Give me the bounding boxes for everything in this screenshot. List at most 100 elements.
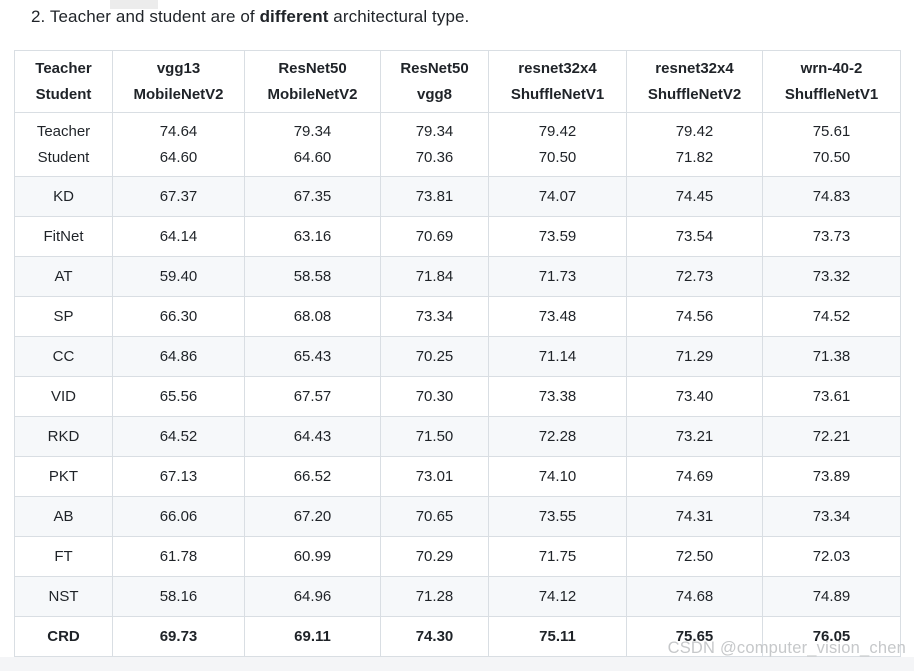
method-cell: KD (14, 176, 113, 217)
header-student-model: MobileNetV2 (133, 85, 224, 103)
value-cell: 63.16 (244, 216, 381, 257)
header-cell-teacher-student: Teacher Student (14, 50, 113, 113)
page-title: 2. Teacher and student are of different … (31, 7, 469, 27)
value-cell: 65.56 (112, 376, 245, 417)
value-cell: 73.34 (762, 496, 901, 537)
value-cell: 67.37 (112, 176, 245, 217)
value-cell: 73.32 (762, 256, 901, 297)
page-edge-artifact (110, 0, 158, 9)
value-cell: 73.38 (488, 376, 627, 417)
header-student-model: MobileNetV2 (267, 85, 358, 103)
page-bottom-band (0, 657, 914, 671)
value-cell: 74.52 (762, 296, 901, 337)
value-cell: 73.55 (488, 496, 627, 537)
value-cell: 66.52 (244, 456, 381, 497)
value-cell: 74.45 (626, 176, 763, 217)
value-cell: 67.13 (112, 456, 245, 497)
value-cell: 74.07 (488, 176, 627, 217)
value-cell: 60.99 (244, 536, 381, 577)
student-accuracy: 70.36 (415, 148, 454, 166)
value-cell: 70.65 (380, 496, 489, 537)
value-cell: 74.56 (626, 296, 763, 337)
header-cell-pair-1: vgg13 MobileNetV2 (112, 50, 245, 113)
method-row-ab: AB 66.06 67.20 70.65 73.55 74.31 73.34 (14, 496, 901, 537)
value-cell: 71.14 (488, 336, 627, 377)
value-cell: 74.89 (762, 576, 901, 617)
value-cell: 73.61 (762, 376, 901, 417)
method-cell: PKT (14, 456, 113, 497)
method-cell: NST (14, 576, 113, 617)
value-cell: 70.30 (380, 376, 489, 417)
value-cell: 72.73 (626, 256, 763, 297)
method-cell: RKD (14, 416, 113, 457)
value-cell: 70.25 (380, 336, 489, 377)
method-row-vid: VID 65.56 67.57 70.30 73.38 73.40 73.61 (14, 376, 901, 417)
student-accuracy: 70.50 (812, 148, 851, 166)
method-cell: FT (14, 536, 113, 577)
value-cell: 73.21 (626, 416, 763, 457)
method-cell: AT (14, 256, 113, 297)
value-cell: 64.43 (244, 416, 381, 457)
value-cell: 71.29 (626, 336, 763, 377)
header-student-model: ShuffleNetV1 (784, 85, 879, 103)
value-cell: 73.81 (380, 176, 489, 217)
value-cell: 61.78 (112, 536, 245, 577)
header-teacher-model: ResNet50 (278, 59, 347, 77)
value-cell: 64.96 (244, 576, 381, 617)
method-row-rkd: RKD 64.52 64.43 71.50 72.28 73.21 72.21 (14, 416, 901, 457)
method-row-cc: CC 64.86 65.43 70.25 71.14 71.29 71.38 (14, 336, 901, 377)
baseline-label-teacher: Teacher (36, 122, 91, 140)
baseline-values-cell: 79.42 71.82 (626, 112, 763, 177)
method-row-crd: CRD 69.73 69.11 74.30 75.11 75.65 76.05 (14, 616, 901, 657)
method-row-nst: NST 58.16 64.96 71.28 74.12 74.68 74.89 (14, 576, 901, 617)
baseline-label-cell: Teacher Student (14, 112, 113, 177)
value-cell: 71.73 (488, 256, 627, 297)
value-cell: 75.65 (626, 616, 763, 657)
header-cell-pair-2: ResNet50 MobileNetV2 (244, 50, 381, 113)
header-student-model: vgg8 (416, 85, 452, 103)
value-cell: 76.05 (762, 616, 901, 657)
results-table: Teacher Student vgg13 MobileNetV2 ResNet… (14, 50, 901, 657)
student-accuracy: 64.60 (293, 148, 332, 166)
baseline-values-cell: 75.61 70.50 (762, 112, 901, 177)
header-student-model: ShuffleNetV1 (510, 85, 605, 103)
header-teacher-model: wrn-40-2 (800, 59, 863, 77)
baseline-values-cell: 79.42 70.50 (488, 112, 627, 177)
method-cell: CRD (14, 616, 113, 657)
header-line2: Student (35, 85, 92, 103)
teacher-accuracy: 79.42 (675, 122, 714, 140)
header-cell-pair-5: resnet32x4 ShuffleNetV2 (626, 50, 763, 113)
value-cell: 64.52 (112, 416, 245, 457)
title-text-suffix: architectural type. (328, 7, 470, 26)
header-line1: Teacher (35, 59, 92, 77)
value-cell: 64.14 (112, 216, 245, 257)
baseline-values-cell: 74.64 64.60 (112, 112, 245, 177)
method-cell: CC (14, 336, 113, 377)
method-cell: VID (14, 376, 113, 417)
value-cell: 73.48 (488, 296, 627, 337)
header-teacher-model: resnet32x4 (655, 59, 734, 77)
baseline-row: Teacher Student 74.64 64.60 79.34 64.60 … (14, 112, 901, 177)
header-cell-pair-3: ResNet50 vgg8 (380, 50, 489, 113)
value-cell: 70.69 (380, 216, 489, 257)
value-cell: 73.59 (488, 216, 627, 257)
header-cell-pair-4: resnet32x4 ShuffleNetV1 (488, 50, 627, 113)
value-cell: 73.54 (626, 216, 763, 257)
header-row: Teacher Student vgg13 MobileNetV2 ResNet… (14, 50, 901, 113)
method-row-ft: FT 61.78 60.99 70.29 71.75 72.50 72.03 (14, 536, 901, 577)
value-cell: 64.86 (112, 336, 245, 377)
watermark-text: CSDN @computer_vision_chen (667, 639, 906, 657)
value-cell: 69.73 (112, 616, 245, 657)
value-cell: 72.50 (626, 536, 763, 577)
header-teacher-model: vgg13 (156, 59, 201, 77)
teacher-accuracy: 75.61 (812, 122, 851, 140)
student-accuracy: 64.60 (159, 148, 198, 166)
value-cell: 65.43 (244, 336, 381, 377)
value-cell: 75.11 (488, 616, 627, 657)
value-cell: 66.30 (112, 296, 245, 337)
value-cell: 74.12 (488, 576, 627, 617)
value-cell: 72.28 (488, 416, 627, 457)
title-bold-text: different (259, 7, 329, 26)
teacher-accuracy: 79.42 (538, 122, 577, 140)
